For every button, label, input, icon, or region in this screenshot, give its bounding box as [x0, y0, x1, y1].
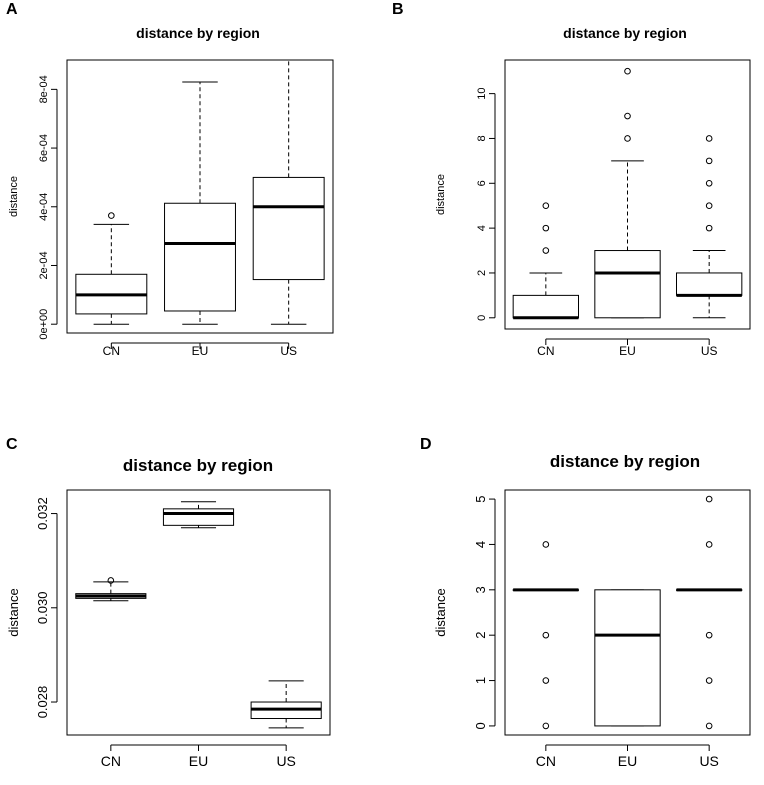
y-tick-label: 4 — [473, 541, 488, 548]
y-tick-label: 0 — [473, 722, 488, 729]
outlier-point — [542, 224, 550, 232]
panel-label: A — [6, 1, 18, 18]
y-tick-label: 5 — [473, 495, 488, 502]
outlier-point — [542, 677, 550, 684]
box-iqr — [594, 589, 661, 727]
outlier-point — [705, 541, 713, 548]
box-cn — [75, 577, 147, 602]
y-tick-label: 6e-04 — [38, 134, 50, 162]
chart-title: distance by region — [563, 25, 687, 41]
outlier-point — [542, 631, 550, 639]
y-tick-label: 0.030 — [35, 592, 50, 625]
y-tick-label: 0e+00 — [38, 309, 50, 340]
box-eu — [594, 67, 661, 319]
x-tick-label-eu: EU — [189, 753, 208, 769]
y-tick-label: 0.032 — [35, 497, 50, 530]
panel-label: C — [6, 436, 18, 453]
plot-frame — [66, 59, 334, 334]
outlier-point — [705, 677, 713, 684]
outlier-point — [705, 157, 713, 165]
outlier-point — [705, 722, 713, 730]
box-iqr — [676, 272, 743, 296]
x-tick-label-us: US — [276, 753, 295, 769]
y-tick-label: 3 — [473, 586, 488, 593]
chart-title: distance by region — [136, 25, 260, 41]
plot-frame — [504, 59, 751, 330]
box-eu — [594, 589, 661, 727]
outlier-point — [542, 247, 550, 254]
box-us — [250, 680, 322, 729]
y-tick-label: 8 — [476, 135, 488, 141]
y-tick-label: 10 — [476, 88, 488, 100]
box-us — [676, 495, 743, 730]
x-tick-label-cn: CN — [101, 753, 121, 769]
x-tick-label-cn: CN — [536, 753, 556, 769]
outlier-point — [624, 67, 631, 75]
outlier-point — [705, 179, 713, 187]
box-cn — [512, 541, 580, 730]
outlier-point — [624, 112, 631, 120]
y-tick-label: 2 — [473, 632, 488, 639]
box-us — [676, 135, 743, 319]
box-us — [252, 59, 325, 325]
y-tick-label: 2e-04 — [38, 251, 50, 279]
outlier-point — [108, 212, 115, 219]
box-iqr — [162, 508, 235, 526]
y-axis-label: distance — [6, 588, 21, 636]
outlier-point — [624, 135, 631, 142]
y-tick-label: 0 — [476, 315, 488, 321]
box-iqr — [594, 250, 661, 319]
y-tick-label: 2 — [476, 270, 488, 276]
outlier-point — [705, 631, 713, 639]
outlier-point — [705, 202, 713, 210]
y-tick-label: 6 — [476, 180, 488, 186]
outlier-point — [542, 202, 550, 210]
x-tick-label-cn: CN — [103, 344, 120, 358]
outlier-point — [705, 224, 713, 232]
outlier-point — [542, 722, 550, 730]
box-cn — [512, 202, 580, 320]
y-tick-label: 4 — [476, 225, 488, 231]
outlier-point — [705, 495, 713, 503]
panel-label: B — [392, 1, 404, 18]
outlier-point — [705, 135, 713, 142]
y-axis-label: distance — [435, 174, 447, 215]
y-tick-label: 1 — [473, 677, 488, 684]
chart-title: distance by region — [550, 452, 700, 471]
box-iqr — [164, 202, 236, 312]
y-axis-label: distance — [8, 176, 20, 217]
y-tick-label: 4e-04 — [38, 193, 50, 221]
y-axis-label: distance — [433, 588, 448, 636]
plot-frame — [66, 489, 331, 736]
outlier-point — [107, 577, 115, 584]
y-tick-label: 0.028 — [35, 686, 50, 719]
x-tick-label-cn: CN — [537, 344, 554, 358]
x-tick-label-us: US — [699, 753, 718, 769]
x-tick-label-us: US — [280, 344, 297, 358]
chart-title: distance by region — [123, 456, 273, 475]
box-iqr — [512, 294, 580, 319]
box-eu — [164, 81, 236, 325]
x-tick-label-eu: EU — [192, 344, 209, 358]
x-tick-label-us: US — [701, 344, 718, 358]
panel-label: D — [420, 436, 432, 453]
box-eu — [162, 501, 235, 529]
y-tick-label: 8e-04 — [38, 75, 50, 103]
x-tick-label-eu: EU — [618, 753, 637, 769]
x-tick-label-eu: EU — [619, 344, 636, 358]
plot-frame — [504, 489, 751, 736]
outlier-point — [542, 541, 550, 548]
box-cn — [75, 212, 148, 325]
box-iqr — [252, 176, 325, 281]
